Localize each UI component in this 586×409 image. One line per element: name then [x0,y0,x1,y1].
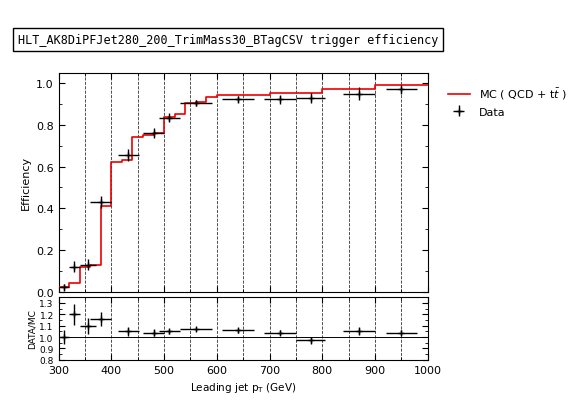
MC ( QCD + t$\bar{t}$ ) [192,100,199,105]
MC ( QCD + t$\bar{t}$ ) [139,136,146,141]
MC ( QCD + t$\bar{t}$ ) [171,115,178,120]
MC ( QCD + t$\bar{t}$ ) [66,281,73,286]
MC ( QCD + t$\bar{t}$ ) [139,134,146,139]
MC ( QCD + t$\bar{t}$ ) [424,84,431,89]
MC ( QCD + t$\bar{t}$ ) [66,285,73,290]
MC ( QCD + t$\bar{t}$ ) [345,88,352,93]
MC ( QCD + t$\bar{t}$ ) [161,115,168,120]
MC ( QCD + t$\bar{t}$ ) [203,100,210,105]
Legend: MC ( QCD + t$\bar{t}$ ), Data: MC ( QCD + t$\bar{t}$ ), Data [444,83,570,121]
MC ( QCD + t$\bar{t}$ ) [97,204,104,209]
MC ( QCD + t$\bar{t}$ ) [240,93,247,98]
MC ( QCD + t$\bar{t}$ ) [266,93,273,98]
MC ( QCD + t$\bar{t}$ ) [161,131,168,136]
MC ( QCD + t$\bar{t}$ ) [87,265,94,270]
MC ( QCD + t$\bar{t}$ ) [118,161,125,166]
MC ( QCD + t$\bar{t}$ ) [108,161,115,166]
MC ( QCD + t$\bar{t}$ ) [292,91,299,96]
X-axis label: Leading jet p$_\mathrm{T}$ (GeV): Leading jet p$_\mathrm{T}$ (GeV) [190,380,297,394]
MC ( QCD + t$\bar{t}$ ) [76,265,83,270]
MC ( QCD + t$\bar{t}$ ) [76,281,83,286]
MC ( QCD + t$\bar{t}$ ) [398,84,405,89]
MC ( QCD + t$\bar{t}$ ) [97,263,104,267]
Y-axis label: DATA/MC: DATA/MC [28,309,36,348]
MC ( QCD + t$\bar{t}$ ) [182,101,189,106]
MC ( QCD + t$\bar{t}$ ) [87,263,94,267]
MC ( QCD + t$\bar{t}$ ) [203,95,210,100]
Text: HLT_AK8DiPFJet280_200_TrimMass30_BTagCSV trigger efficiency: HLT_AK8DiPFJet280_200_TrimMass30_BTagCSV… [18,34,438,47]
MC ( QCD + t$\bar{t}$ ) [55,285,62,290]
MC ( QCD + t$\bar{t}$ ) [150,131,157,136]
MC ( QCD + t$\bar{t}$ ) [171,113,178,118]
MC ( QCD + t$\bar{t}$ ) [213,95,220,100]
MC ( QCD + t$\bar{t}$ ) [213,93,220,98]
MC ( QCD + t$\bar{t}$ ) [319,91,326,96]
MC ( QCD + t$\bar{t}$ ) [372,88,379,93]
MC ( QCD + t$\bar{t}$ ) [345,88,352,93]
MC ( QCD + t$\bar{t}$ ) [398,84,405,89]
MC ( QCD + t$\bar{t}$ ) [129,159,136,164]
MC ( QCD + t$\bar{t}$ ) [424,84,431,89]
Y-axis label: Efficiency: Efficiency [21,156,30,210]
MC ( QCD + t$\bar{t}$ ) [192,101,199,106]
MC ( QCD + t$\bar{t}$ ) [118,159,125,164]
MC ( QCD + t$\bar{t}$ ) [266,91,273,96]
MC ( QCD + t$\bar{t}$ ) [108,204,115,209]
MC ( QCD + t$\bar{t}$ ) [150,134,157,139]
Line: MC ( QCD + t$\bar{t}$ ): MC ( QCD + t$\bar{t}$ ) [59,86,428,288]
MC ( QCD + t$\bar{t}$ ) [292,91,299,96]
MC ( QCD + t$\bar{t}$ ) [372,84,379,89]
MC ( QCD + t$\bar{t}$ ) [182,113,189,118]
MC ( QCD + t$\bar{t}$ ) [240,93,247,98]
MC ( QCD + t$\bar{t}$ ) [319,88,326,93]
MC ( QCD + t$\bar{t}$ ) [129,136,136,141]
